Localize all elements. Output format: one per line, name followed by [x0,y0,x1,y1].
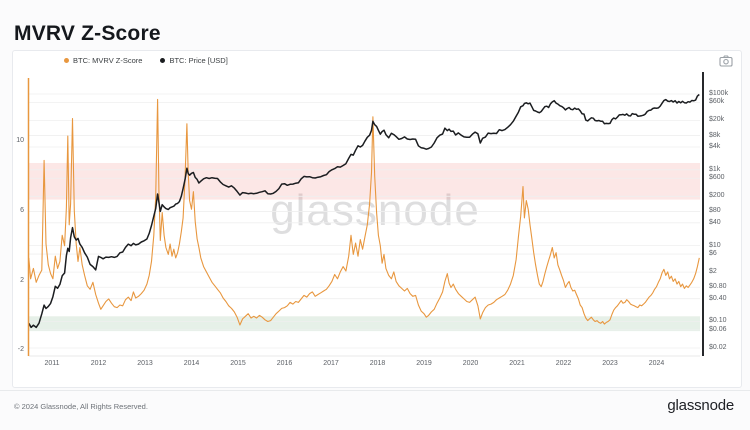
legend-label: BTC: Price [USD] [169,56,228,65]
legend-label: BTC: MVRV Z-Score [73,56,143,65]
page-title: MVRV Z-Score [14,22,161,46]
legend-item-mvrv-zscore[interactable]: BTC: MVRV Z-Score [64,56,142,65]
legend-item-btc-price[interactable]: BTC: Price [USD] [160,56,228,65]
footer-copyright: © 2024 Glassnode, All Rights Reserved. [14,402,148,411]
footer-divider [0,390,750,391]
chart-card [12,50,742,388]
screenshot-button[interactable] [714,52,738,70]
camera-icon [719,55,733,67]
mvrv-series-dot-icon [64,58,69,63]
glassnode-logo: glassnode [667,397,734,414]
chart-legend: BTC: MVRV Z-Score BTC: Price [USD] [64,56,228,65]
price-series-dot-icon [160,58,166,63]
